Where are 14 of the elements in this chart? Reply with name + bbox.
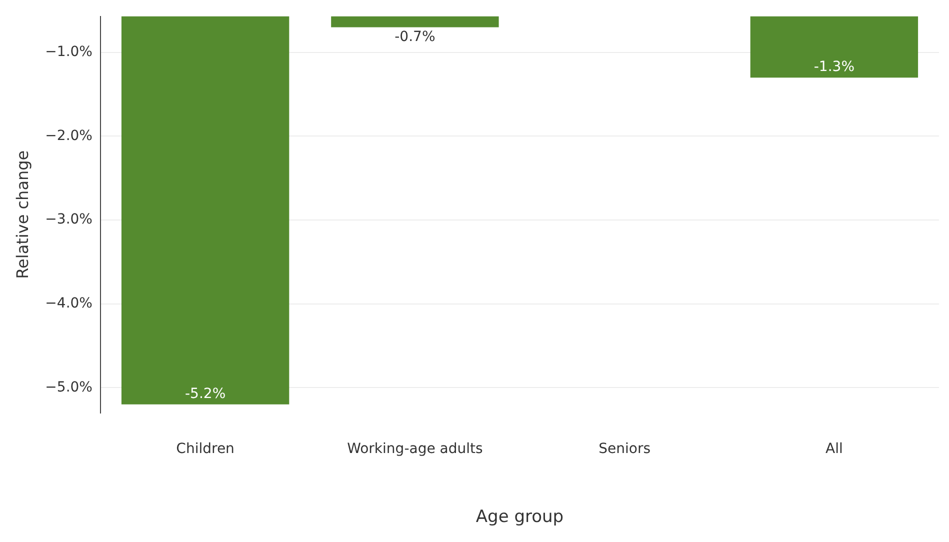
x-axis-title: Age group (476, 507, 564, 528)
data-label: -1.3% (814, 59, 854, 76)
x-tick-label: Working-age adults (347, 440, 483, 457)
y-tick-label: −4.0% (45, 295, 92, 312)
data-label: -5.2% (185, 386, 226, 402)
y-axis-title: Relative change (12, 150, 32, 279)
x-tick-label: All (826, 440, 843, 457)
data-label: -0.7% (394, 28, 436, 45)
x-tick-label: Children (176, 440, 234, 457)
y-tick-label: −3.0% (45, 212, 92, 228)
y-tick-label: −2.0% (45, 128, 92, 144)
x-tick-label: Seniors (598, 440, 651, 457)
y-tick-label: −1.0% (45, 44, 92, 60)
y-tick-label: −5.0% (45, 379, 92, 396)
